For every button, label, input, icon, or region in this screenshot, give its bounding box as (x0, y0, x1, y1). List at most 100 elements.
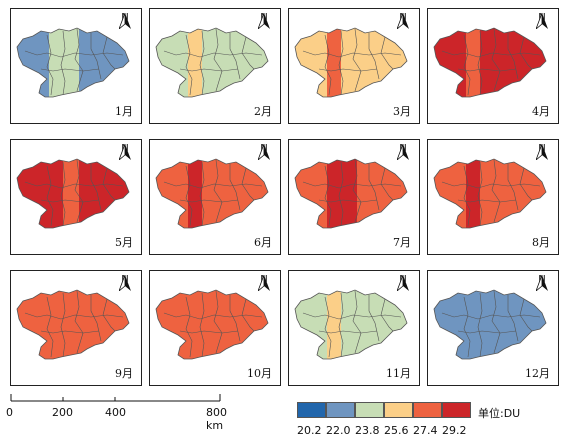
east-central-zone-fill (202, 159, 218, 228)
north-arrow-icon: N (397, 144, 409, 160)
province-boundary (163, 181, 263, 189)
north-arrow-shape (119, 275, 131, 291)
province-boundary (179, 199, 239, 203)
central-zone-fill (466, 290, 480, 359)
province-boundary (60, 30, 66, 96)
province-boundary (491, 28, 501, 92)
map-panel: N 12月 (427, 270, 559, 386)
province-boundary (463, 165, 471, 227)
central-zone-fill (327, 290, 341, 359)
province-boundary (241, 36, 255, 70)
region-map (16, 158, 130, 229)
region-outline (433, 289, 547, 360)
province-boundary (199, 292, 205, 358)
province-boundary (463, 296, 471, 358)
month-label: 4月 (532, 105, 550, 118)
north-arrow-shape (119, 13, 131, 29)
scale-tick-400: 400 (105, 406, 126, 419)
scale-tick-200: 200 (52, 406, 73, 419)
province-boundary (318, 68, 378, 72)
month-label: 9月 (115, 367, 133, 380)
province-boundary (90, 164, 102, 211)
central-zone-fill (188, 28, 202, 97)
province-boundary (163, 50, 263, 58)
map-panel: N 1月 (10, 8, 142, 124)
province-boundary (302, 181, 402, 189)
unit-label: 单位:DU (478, 407, 521, 420)
north-arrow-shape (397, 13, 409, 29)
province-boundary (324, 165, 332, 227)
scale-tick-800: 800 km (206, 406, 227, 432)
province-boundary (352, 159, 362, 223)
province-boundary (24, 181, 124, 189)
month-label: 12月 (525, 367, 550, 380)
east-central-zone-fill (341, 28, 357, 97)
region-outline (155, 27, 269, 98)
month-label: 11月 (386, 367, 411, 380)
month-label: 7月 (393, 236, 411, 249)
scale-tick-0: 0 (6, 406, 13, 419)
region-outline (16, 27, 130, 98)
map-panel: N 10月 (149, 270, 281, 386)
province-boundary (60, 292, 66, 358)
province-boundary (380, 36, 394, 70)
region-outline (433, 158, 547, 229)
central-zone-fill (49, 290, 63, 359)
province-boundary (338, 292, 344, 358)
east-central-zone-fill (480, 159, 496, 228)
north-arrow-icon: N (258, 144, 270, 160)
province-boundary (199, 161, 205, 227)
province-boundary (213, 28, 223, 92)
province-boundary (368, 164, 380, 211)
region-outline (155, 289, 269, 360)
province-boundary (324, 34, 332, 96)
province-boundary (213, 290, 223, 354)
north-arrow-shape (397, 144, 409, 160)
north-arrow-icon: N (536, 275, 548, 291)
north-arrow-shape (536, 144, 548, 160)
province-boundary (40, 68, 100, 72)
map-panel: N 4月 (427, 8, 559, 124)
month-label: 6月 (254, 236, 272, 249)
region-outline (294, 158, 408, 229)
province-boundary (241, 298, 255, 332)
province-boundary (507, 295, 519, 342)
province-boundary (46, 165, 54, 227)
province-boundary (40, 199, 100, 203)
east-central-zone-fill (63, 290, 79, 359)
region-map (294, 158, 408, 229)
province-boundary (368, 33, 380, 80)
north-arrow-icon: N (119, 144, 131, 160)
central-zone-fill (188, 159, 202, 228)
map-panel: N 3月 (288, 8, 420, 124)
map-panel: N 5月 (10, 139, 142, 255)
province-boundary (318, 330, 378, 334)
province-boundary (507, 164, 519, 211)
central-zone-fill (327, 28, 341, 97)
province-boundary (441, 50, 541, 58)
province-boundary (213, 159, 223, 223)
north-arrow-shape (536, 275, 548, 291)
province-boundary (60, 161, 66, 227)
east-central-zone-fill (63, 28, 79, 97)
legend-tick-label: 23.8 (355, 424, 380, 437)
map-panel: N 8月 (427, 139, 559, 255)
province-boundary (302, 312, 402, 320)
province-boundary (477, 292, 483, 358)
region-map (294, 27, 408, 98)
province-boundary (491, 159, 501, 223)
province-boundary (441, 312, 541, 320)
province-boundary (185, 165, 193, 227)
month-label: 8月 (532, 236, 550, 249)
north-arrow-icon: N (119, 13, 131, 29)
region-map (433, 289, 547, 360)
province-boundary (229, 164, 241, 211)
region-outline (16, 289, 130, 360)
region-map (433, 158, 547, 229)
province-boundary (199, 30, 205, 96)
legend-swatch (326, 402, 355, 418)
province-boundary (74, 159, 84, 223)
central-zone-fill (466, 159, 480, 228)
north-arrow-shape (258, 275, 270, 291)
province-boundary (441, 181, 541, 189)
